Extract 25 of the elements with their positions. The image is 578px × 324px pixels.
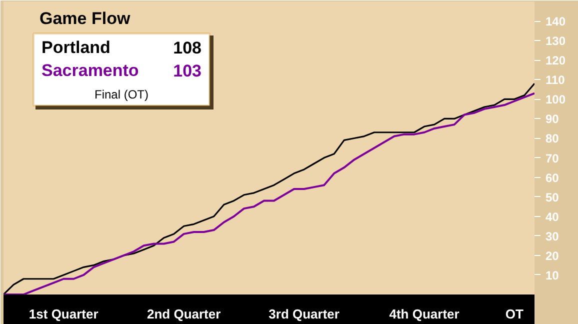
y-tick-label: 120 — [546, 54, 566, 68]
x-tick-label: OT — [505, 306, 524, 322]
y-tick-label: 140 — [546, 14, 566, 29]
annotation: 108 — [173, 38, 202, 58]
y-tick-label: 10 — [546, 268, 560, 282]
annotation: Final (OT) — [94, 88, 149, 102]
x-tick-label: 4th Quarter — [389, 306, 460, 322]
y-tick-label: 110 — [546, 73, 566, 88]
y-tick-label: 50 — [546, 190, 560, 204]
x-tick-label: 1st Quarter — [28, 306, 98, 322]
y-tick-label: 20 — [546, 248, 560, 263]
y-tick-label: 40 — [546, 210, 560, 224]
y-tick-label: 100 — [546, 92, 566, 107]
y-tick-label: 60 — [546, 170, 560, 185]
text: Portland — [42, 38, 110, 57]
y-tick-label: 80 — [546, 132, 560, 146]
y-tick-label: 90 — [546, 112, 560, 126]
text: Sacramento — [42, 61, 139, 80]
y-tick-label: 130 — [546, 34, 566, 48]
chart-title: Game Flow — [40, 9, 131, 28]
y-tick-label: 70 — [546, 151, 560, 166]
y-tick-label: 30 — [546, 229, 560, 244]
annotation: 103 — [173, 62, 202, 80]
x-tick-label: 3rd Quarter — [268, 306, 340, 322]
x-tick-label: 2nd Quarter — [147, 306, 221, 322]
